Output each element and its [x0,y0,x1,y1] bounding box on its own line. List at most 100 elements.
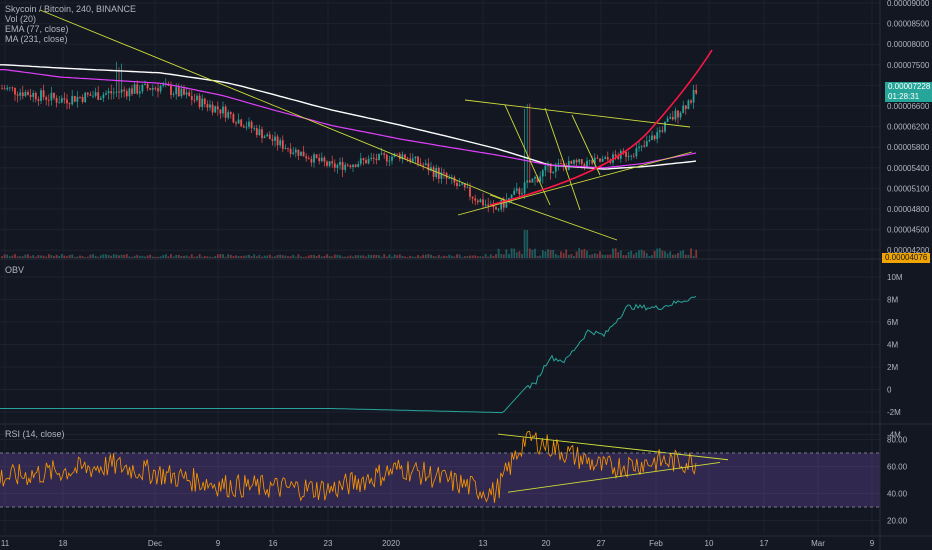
volume-bar [440,256,443,258]
volume-bar [682,250,685,258]
x-tick-label: 9 [216,539,221,548]
volume-bar [508,253,510,258]
price-candle [8,87,11,89]
volume-bar [534,248,536,258]
volume-bar [557,255,560,258]
volume-bar [1,256,3,258]
price-candle [136,84,139,94]
x-tick-label: 27 [597,539,606,548]
volume-bar [11,255,14,258]
volume-bar [125,254,128,258]
price-candle [484,204,487,206]
price-candle [422,164,425,166]
price-tick-label: 0.00006200 [887,123,930,132]
price-candle [138,91,141,94]
volume-bar [531,249,534,258]
obv-tick-label: 2M [887,363,898,372]
volume-bar [612,248,614,258]
price-candle [300,151,302,156]
price-candle [583,163,586,167]
price-candle [162,84,165,86]
price-candle [372,157,375,159]
price-candle [73,96,76,102]
volume-bar [466,256,469,258]
price-candle [211,104,214,113]
price-candle [242,126,245,128]
volume-bars [1,230,698,258]
volume-bar [398,254,401,258]
volume-bar [183,255,185,258]
volume-bar [448,254,451,258]
x-tick-label: 17 [760,539,769,548]
volume-bar [518,251,521,258]
price-candle [245,126,248,128]
volume-bar [656,248,659,258]
price-candle [669,116,672,119]
volume-bar [144,256,146,258]
price-tick-label: 0.00007500 [887,61,930,70]
price-candle [648,139,651,142]
price-candle [562,163,565,166]
volume-bar [596,254,599,258]
price-candle [115,91,118,93]
price-candle [175,87,178,95]
price-tick-label: 0.00005400 [887,164,930,173]
volume-bar [224,256,227,258]
price-candle [388,160,391,162]
volume-bar [157,256,159,258]
price-candle [518,188,521,195]
volume-bar [474,255,477,258]
volume-bar [89,254,92,258]
volume-bar [339,255,341,258]
price-candle [14,87,16,95]
volume-bar [102,254,105,258]
price-candle [53,92,55,98]
volume-bar [32,255,35,258]
volume-bar [245,255,248,258]
price-candle [339,161,341,166]
price-tick-label: 0.00005800 [887,143,930,152]
trendline [544,107,581,211]
price-candle [248,121,250,127]
volume-bar [658,248,661,258]
price-candle [463,183,466,188]
price-candle [94,92,97,96]
volume-bar [684,254,687,258]
volume-bar [292,254,295,258]
volume-bar [159,256,162,258]
price-candle [495,207,497,210]
volume-bar [190,254,193,258]
volume-bar [375,254,378,258]
volume-bar [133,255,136,258]
grid-lines [0,0,880,534]
volume-bar [625,255,627,258]
volume-bar [34,256,37,258]
price-candle [6,87,9,90]
price-candle [432,167,435,177]
volume-bar [617,252,620,258]
volume-bar [435,256,438,258]
rsi-tick-label: 60.00 [887,463,908,472]
price-candle [24,92,27,97]
price-candle [79,96,81,98]
volume-bar [578,248,581,258]
price-candle [635,148,638,157]
price-candle [81,97,84,102]
price-candle [430,167,432,171]
price-candle [690,100,692,103]
volume-bar [406,256,409,258]
obv-title: OBV [5,265,25,275]
price-candle [482,199,484,206]
volume-bar [552,249,555,258]
price-candle [570,160,573,164]
volume-bar [268,254,271,258]
obv-tick-label: 4M [887,341,898,350]
volume-bar [209,256,211,258]
trendline [39,9,506,201]
price-candle [123,89,126,92]
price-candle [359,158,362,164]
price-candle [396,153,399,155]
volume-bar [583,248,586,258]
price-candle [586,160,588,167]
